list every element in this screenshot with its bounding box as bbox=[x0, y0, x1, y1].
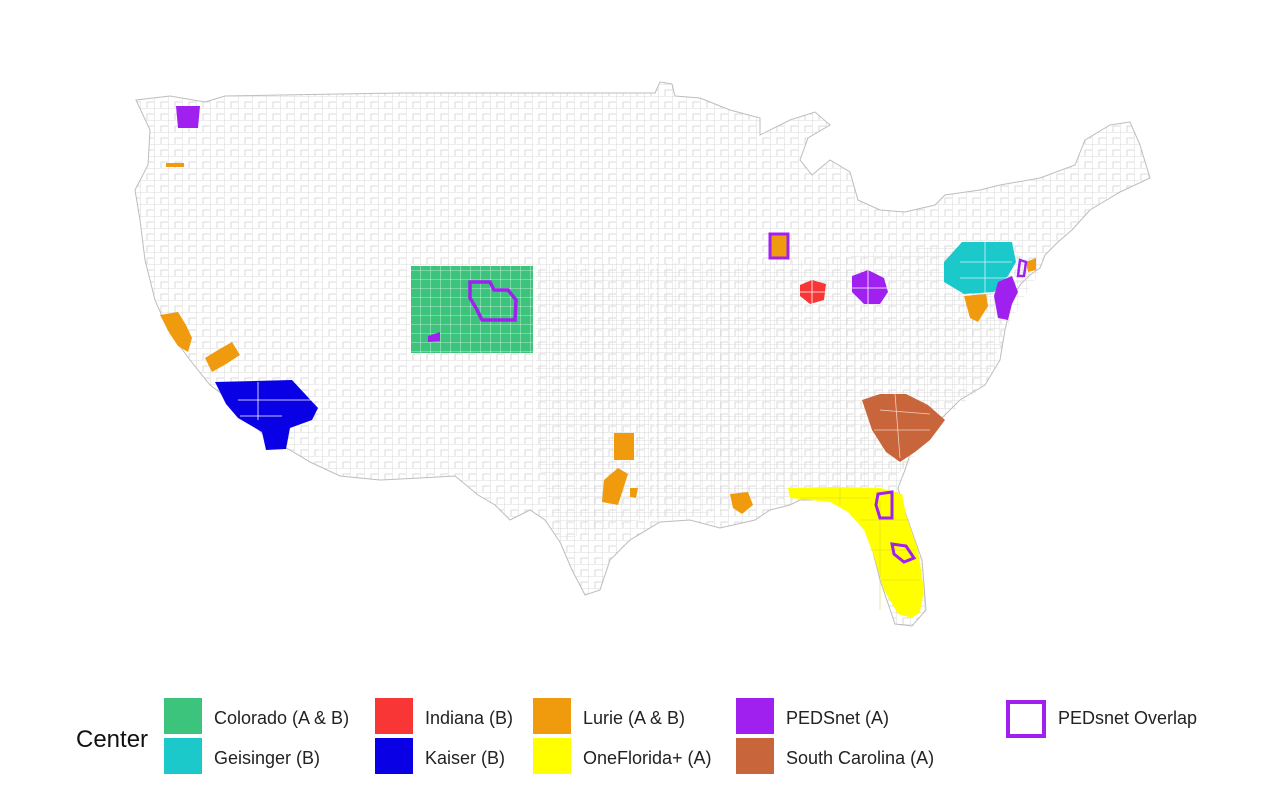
legend-label-pedsnet-overlap: PEDsnet Overlap bbox=[1058, 708, 1198, 728]
legend-key-kaiser bbox=[375, 738, 413, 774]
legend-label-geisinger: Geisinger (B) bbox=[214, 748, 321, 768]
legend: Center Colorado (A & B) Geisinger (B) In… bbox=[0, 690, 1280, 790]
region-geisinger bbox=[944, 242, 1016, 294]
region-lurie-texas bbox=[602, 433, 638, 505]
legend-key-oneflorida bbox=[533, 738, 571, 774]
legend-key-south-carolina bbox=[736, 738, 774, 774]
legend-title: Center bbox=[76, 726, 149, 753]
region-colorado bbox=[411, 266, 533, 353]
region-pedsnet-washington bbox=[176, 106, 200, 128]
region-lurie-oregon bbox=[166, 163, 184, 167]
region-lurie-louisiana bbox=[730, 492, 753, 514]
eastern-counties bbox=[535, 240, 1040, 540]
region-chicago bbox=[768, 232, 790, 260]
legend-key-geisinger bbox=[164, 738, 202, 774]
region-pedsnet-overlap-orlando bbox=[890, 542, 917, 564]
legend-label-colorado: Colorado (A & B) bbox=[214, 708, 350, 728]
legend-label-kaiser: Kaiser (B) bbox=[425, 748, 506, 768]
region-kaiser bbox=[215, 380, 320, 450]
region-pedsnet-philadelphia bbox=[994, 258, 1028, 320]
us-county-map bbox=[134, 81, 1151, 627]
legend-key-indiana bbox=[375, 698, 413, 734]
legend-key-colorado bbox=[164, 698, 202, 734]
region-south-carolina bbox=[862, 394, 945, 462]
region-lurie-midatlantic bbox=[964, 294, 988, 322]
region-pedsnet-ohio bbox=[852, 270, 888, 304]
legend-key-pedsnet-overlap bbox=[1006, 700, 1046, 738]
region-oneflorida bbox=[788, 487, 924, 618]
state-borders bbox=[319, 100, 656, 520]
legend-key-pedsnet bbox=[736, 698, 774, 734]
region-pedsnet-overlap-jacksonville bbox=[874, 490, 894, 520]
legend-label-south-carolina: South Carolina (A) bbox=[786, 748, 935, 768]
legend-label-lurie: Lurie (A & B) bbox=[583, 708, 686, 728]
legend-label-indiana: Indiana (B) bbox=[425, 708, 514, 728]
legend-label-pedsnet: PEDSnet (A) bbox=[786, 708, 890, 728]
legend-key-lurie bbox=[533, 698, 571, 734]
region-lurie-california bbox=[160, 312, 240, 372]
region-lurie-newjersey bbox=[1026, 258, 1036, 272]
legend-label-oneflorida: OneFlorida+ (A) bbox=[583, 748, 712, 768]
